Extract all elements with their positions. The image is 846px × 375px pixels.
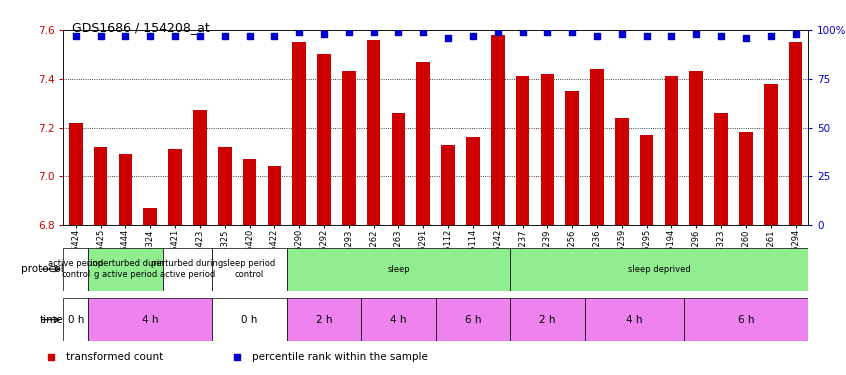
Bar bbox=[640, 135, 653, 225]
Point bbox=[714, 33, 728, 39]
Bar bbox=[218, 147, 232, 225]
Bar bbox=[466, 137, 480, 225]
Text: sleep deprived: sleep deprived bbox=[628, 265, 690, 274]
Bar bbox=[212, 248, 287, 291]
Point bbox=[69, 33, 83, 39]
Bar bbox=[69, 123, 83, 225]
Bar bbox=[591, 69, 604, 225]
Point bbox=[193, 33, 206, 39]
Point bbox=[640, 33, 653, 39]
Bar bbox=[684, 298, 808, 341]
Bar bbox=[144, 208, 157, 225]
Point bbox=[94, 33, 107, 39]
Bar bbox=[689, 71, 703, 225]
Bar bbox=[293, 42, 306, 225]
Bar bbox=[416, 62, 430, 225]
Bar bbox=[212, 298, 287, 341]
Text: 2 h: 2 h bbox=[539, 315, 556, 325]
Bar bbox=[541, 74, 554, 225]
Point bbox=[342, 29, 355, 35]
Text: 4 h: 4 h bbox=[390, 315, 407, 325]
Bar bbox=[342, 71, 355, 225]
Bar bbox=[361, 298, 436, 341]
Text: 4 h: 4 h bbox=[626, 315, 642, 325]
Bar bbox=[491, 35, 504, 225]
Point bbox=[317, 31, 331, 37]
Bar bbox=[63, 248, 88, 291]
Point bbox=[591, 33, 604, 39]
Text: GDS1686 / 154208_at: GDS1686 / 154208_at bbox=[72, 21, 210, 34]
Bar bbox=[739, 132, 753, 225]
Bar bbox=[267, 166, 281, 225]
Point bbox=[491, 29, 504, 35]
Text: sleep period
control: sleep period control bbox=[223, 260, 276, 279]
Point bbox=[615, 31, 629, 37]
Point bbox=[764, 33, 777, 39]
Bar bbox=[565, 91, 579, 225]
Bar bbox=[764, 84, 777, 225]
Text: sleep: sleep bbox=[387, 265, 409, 274]
Bar bbox=[436, 298, 510, 341]
Text: protocol: protocol bbox=[20, 264, 63, 274]
Bar bbox=[392, 113, 405, 225]
Text: active period
control: active period control bbox=[48, 260, 103, 279]
Bar bbox=[88, 298, 212, 341]
Point bbox=[739, 35, 753, 41]
Text: percentile rank within the sample: percentile rank within the sample bbox=[252, 352, 428, 363]
Point bbox=[442, 35, 455, 41]
Point bbox=[665, 33, 678, 39]
Text: 4 h: 4 h bbox=[142, 315, 158, 325]
Bar bbox=[510, 298, 585, 341]
Point bbox=[293, 29, 306, 35]
Text: 0 h: 0 h bbox=[68, 315, 84, 325]
Point bbox=[689, 31, 703, 37]
Text: 6 h: 6 h bbox=[464, 315, 481, 325]
Text: 2 h: 2 h bbox=[316, 315, 332, 325]
Point bbox=[516, 29, 530, 35]
Point bbox=[416, 29, 430, 35]
Point bbox=[218, 33, 232, 39]
Bar bbox=[287, 248, 510, 291]
Text: perturbed during
active period: perturbed during active period bbox=[151, 260, 223, 279]
Point bbox=[118, 33, 132, 39]
Bar bbox=[287, 298, 361, 341]
Bar bbox=[94, 147, 107, 225]
Bar bbox=[516, 76, 530, 225]
Point bbox=[267, 33, 281, 39]
Point bbox=[392, 29, 405, 35]
Point bbox=[788, 31, 802, 37]
Bar bbox=[665, 76, 678, 225]
Bar bbox=[585, 298, 684, 341]
Bar bbox=[442, 144, 455, 225]
Bar bbox=[243, 159, 256, 225]
Point bbox=[144, 33, 157, 39]
Text: transformed count: transformed count bbox=[66, 352, 163, 363]
Text: time: time bbox=[40, 315, 63, 325]
Bar bbox=[193, 110, 206, 225]
Bar bbox=[162, 248, 212, 291]
Bar bbox=[714, 113, 728, 225]
Bar bbox=[317, 54, 331, 225]
Point bbox=[466, 33, 480, 39]
Bar bbox=[367, 40, 381, 225]
Bar bbox=[510, 248, 808, 291]
Bar bbox=[788, 42, 802, 225]
Bar bbox=[615, 118, 629, 225]
Point bbox=[168, 33, 182, 39]
Text: 0 h: 0 h bbox=[241, 315, 258, 325]
Point bbox=[565, 29, 579, 35]
Bar bbox=[63, 298, 88, 341]
Point bbox=[541, 29, 554, 35]
Text: 6 h: 6 h bbox=[738, 315, 754, 325]
Bar bbox=[168, 149, 182, 225]
Point bbox=[243, 33, 256, 39]
Text: unperturbed durin
g active period: unperturbed durin g active period bbox=[86, 260, 164, 279]
Bar bbox=[118, 154, 132, 225]
Point bbox=[367, 29, 381, 35]
Bar bbox=[88, 248, 162, 291]
